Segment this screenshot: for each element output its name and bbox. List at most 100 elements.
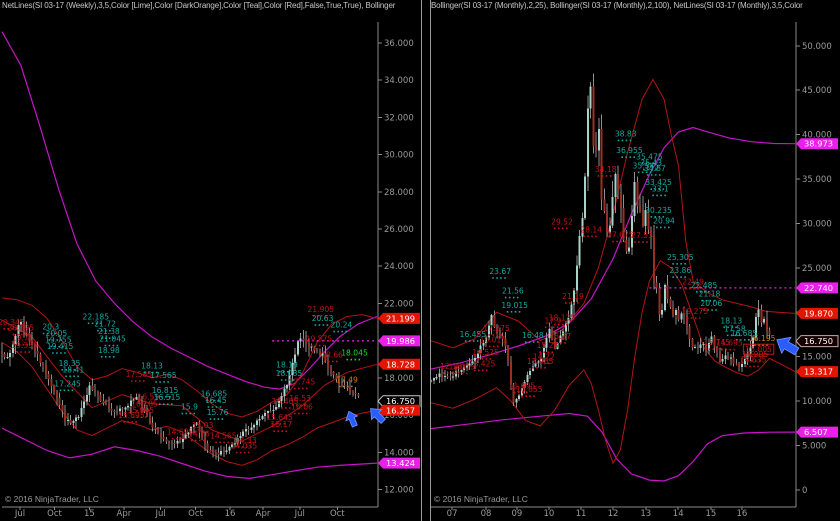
- weekly-price-chart[interactable]: 22.18521.7221.3821.04520.34520.19519.711…: [0, 0, 421, 521]
- price-annotation: 28.14: [580, 225, 602, 234]
- x-axis-tick-label: Jul: [294, 509, 305, 519]
- price-annotation: 16.405: [272, 397, 299, 406]
- time-axis[interactable]: Jul Oct 15 Apr Jul Oct 16 Apr Jul Oct: [2, 506, 378, 519]
- price-tag: [378, 335, 420, 347]
- price-annotation: 18.19: [276, 361, 298, 370]
- price-axis[interactable]: 12.00014.00016.00018.00020.00022.00024.0…: [377, 22, 414, 507]
- price-annotation: 19.275: [682, 307, 709, 316]
- price-annotation: 34.18: [595, 165, 617, 174]
- price-annotation: 18.13: [141, 362, 163, 371]
- weekly-copyright-label: © 2016 NinjaTrader, LLC: [5, 494, 99, 504]
- price-annotation: 15.76: [207, 408, 229, 417]
- monthly-chart-panel: Bollinger(SI 03-17 (Monthly),2,25), Boll…: [429, 0, 840, 521]
- x-axis-tick-label: Apr: [256, 509, 271, 519]
- price-annotation: 20.195: [8, 323, 35, 332]
- price-annotation: 21.72: [94, 320, 116, 329]
- x-axis-tick-label: 08: [481, 509, 492, 519]
- price-tag: [378, 457, 420, 469]
- price-annotation: 21.18: [699, 290, 721, 299]
- y-axis-tick-label: 12.000: [384, 486, 414, 496]
- price-annotation: 14.33: [235, 436, 257, 445]
- y-axis-tick-label: 14.000: [384, 448, 414, 458]
- price-annotation: 16.015: [480, 335, 507, 344]
- price-tag-label: 18.728: [386, 359, 415, 369]
- y-axis-tick-label: 45.000: [802, 86, 832, 96]
- price-annotation: 20.63: [312, 314, 334, 323]
- price-annotation: 16.515: [154, 393, 181, 402]
- panel-divider[interactable]: [421, 0, 431, 521]
- price-annotation: 12.18: [440, 362, 462, 371]
- weekly-chart-panel: NetLines(SI 03-17 (Weekly),3,5,Color [Li…: [0, 0, 421, 521]
- x-axis-tick-label: Jul: [14, 509, 25, 519]
- price-annotation: 21.38: [98, 327, 120, 336]
- price-annotation: 21.905: [308, 305, 335, 314]
- price-annotation: 16.195: [749, 334, 776, 343]
- x-axis-tick-label: Oct: [330, 509, 345, 519]
- price-annotation: 18.085: [276, 369, 303, 378]
- price-annotation: 13.425: [469, 359, 496, 368]
- price-annotation: 16.685: [201, 390, 228, 399]
- arrow-drawing-annotations[interactable]: [343, 404, 388, 429]
- price-annotation: 15.005: [745, 345, 772, 354]
- price-annotation: 15.745: [703, 338, 730, 347]
- price-annotation: 14.565: [210, 431, 237, 440]
- bollinger-lower-line: [1, 427, 378, 480]
- price-annotation: 19.015: [501, 301, 528, 310]
- price-annotation: 35.545: [633, 161, 660, 170]
- monthly-copyright-label: © 2016 NinjaTrader, LLC: [434, 494, 528, 504]
- price-annotation: 21.19: [562, 292, 584, 301]
- price-annotation: 14.695: [167, 428, 194, 437]
- price-annotation: 20.24: [331, 321, 353, 330]
- price-annotation: 18.135: [549, 314, 576, 323]
- x-axis-tick-label: 16: [225, 509, 236, 519]
- price-annotation: 16.48: [522, 331, 544, 340]
- blue-arrow-marker[interactable]: [343, 409, 361, 428]
- price-tag: [796, 138, 838, 150]
- indicator-lines: [430, 78, 796, 482]
- price-annotation: 19.575: [306, 335, 333, 344]
- y-axis-tick-label: 22.000: [384, 299, 414, 309]
- y-axis-tick-label: 36.000: [384, 39, 414, 49]
- x-axis-tick-label: Apr: [117, 509, 132, 519]
- blue-arrow-marker[interactable]: [366, 404, 389, 427]
- price-tag-label: 13.424: [386, 458, 415, 468]
- price-annotation: 22.185: [83, 312, 110, 321]
- price-tag-label: 19.986: [386, 336, 415, 346]
- candlestick-series: [1, 316, 360, 462]
- price-annotation: 15.995: [128, 406, 155, 415]
- price-annotation: 30.235: [645, 206, 672, 215]
- price-annotation: 17.585: [126, 370, 153, 379]
- price-marker-tags: 38.973 22.740 19.870 16.750 13.317 6.507: [795, 138, 839, 438]
- monthly-chart-title: Bollinger(SI 03-17 (Monthly),2,25), Boll…: [431, 1, 803, 10]
- arrow-drawing-annotations[interactable]: [772, 332, 801, 359]
- y-axis-tick-label: 28.000: [384, 188, 414, 198]
- weekly-chart-title: NetLines(SI 03-17 (Weekly),3,5,Color [Li…: [2, 1, 396, 10]
- price-annotation: 17.245: [54, 379, 81, 388]
- price-annotation: 16.53: [289, 394, 311, 403]
- x-axis-tick-label: 09: [511, 509, 522, 519]
- price-annotation: 16.185: [131, 400, 158, 409]
- price-tag: [796, 426, 838, 438]
- price-annotation: 35.475: [636, 153, 663, 162]
- y-axis-tick-label: 5.000: [802, 442, 826, 452]
- y-axis-tick-label: 15.000: [802, 353, 832, 363]
- price-tag: [796, 282, 838, 294]
- price-annotation: 15.645: [266, 413, 293, 422]
- y-axis-tick-label: 32.000: [384, 113, 414, 123]
- price-annotation: 15.9: [181, 403, 198, 412]
- price-annotation: 29.52: [551, 217, 573, 226]
- x-axis-tick-label: 07: [447, 509, 458, 519]
- price-tag-label: 13.317: [804, 367, 833, 377]
- price-annotation: 38.83: [615, 129, 637, 138]
- price-annotation: 19.415: [47, 342, 74, 351]
- blue-arrow-marker[interactable]: [772, 332, 801, 359]
- y-axis-tick-label: 40.000: [802, 131, 832, 141]
- price-annotation: 21.045: [99, 335, 126, 344]
- y-axis-tick-label: 10.000: [802, 397, 832, 407]
- time-axis[interactable]: 07 08 09 10 11 12 13 14 15 16: [431, 506, 796, 519]
- price-tag-label: 19.870: [804, 308, 833, 318]
- price-annotation: 14.525: [472, 348, 499, 357]
- price-annotation: 20.06: [700, 299, 722, 308]
- x-axis-tick-label: 15: [84, 509, 95, 519]
